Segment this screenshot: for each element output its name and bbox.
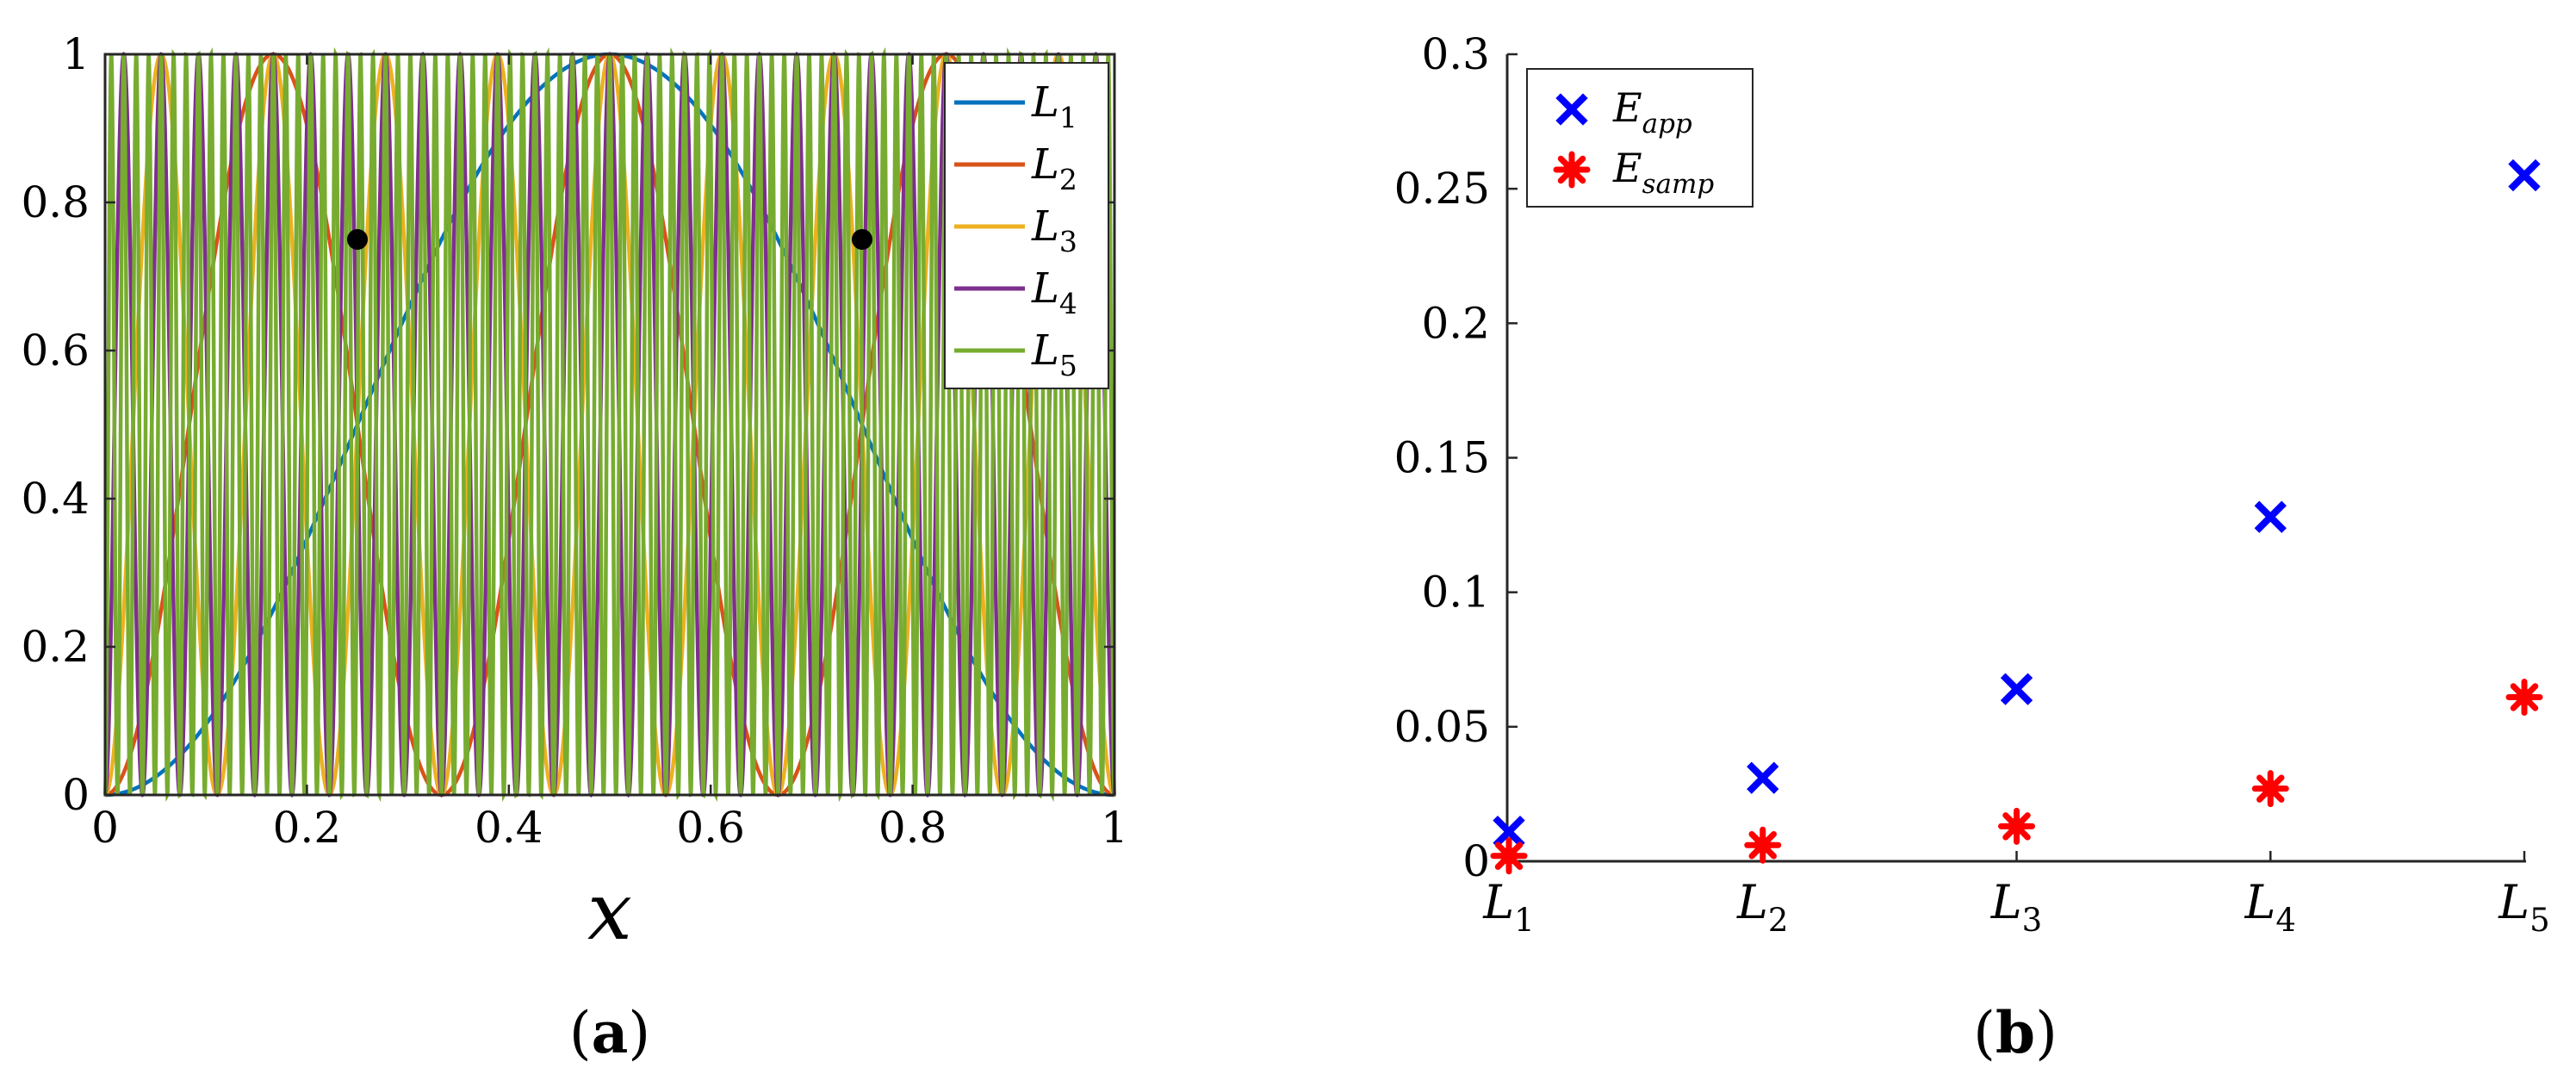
y-tick-label: 0 bbox=[62, 770, 90, 820]
point-Eapp-4 bbox=[2254, 500, 2287, 533]
y-tick-label: 1 bbox=[62, 29, 90, 79]
legend-label-L1: L1 bbox=[1031, 78, 1077, 134]
y-tick-label: 0.15 bbox=[1394, 433, 1490, 483]
panel-a-x-axis-label: x bbox=[587, 866, 632, 958]
legend-marker-Esamp bbox=[1553, 151, 1591, 189]
x-tick-label-L4: L4 bbox=[2244, 875, 2296, 939]
y-tick-label: 0.4 bbox=[21, 474, 90, 524]
point-Eapp-2 bbox=[1747, 761, 1779, 794]
point-Eapp-1 bbox=[1493, 815, 1525, 848]
panel-a-label-close: ) bbox=[628, 1000, 650, 1066]
panel-b-legend-box bbox=[1526, 68, 1754, 208]
x-tick-label: 0.8 bbox=[878, 803, 947, 853]
x-tick-label: 0.2 bbox=[273, 803, 342, 853]
panel-a-label: (a) bbox=[569, 999, 650, 1066]
x-tick-label-L5: L5 bbox=[2498, 875, 2549, 939]
panel-b-label: (b) bbox=[1973, 999, 2058, 1066]
legend-label-Eapp: Eapp bbox=[1612, 84, 1692, 140]
x-tick-label: 0.6 bbox=[676, 803, 745, 853]
y-tick-label: 0.2 bbox=[1421, 298, 1490, 348]
y-tick-label: 0.8 bbox=[21, 177, 90, 227]
y-tick-label: 0.25 bbox=[1394, 164, 1490, 214]
panel-a-label-letter: a bbox=[592, 999, 629, 1066]
x-tick-label-L1: L1 bbox=[1482, 875, 1534, 939]
point-Esamp-1 bbox=[1490, 837, 1528, 875]
point-Eapp-5 bbox=[2508, 158, 2541, 192]
point-Esamp-3 bbox=[1998, 807, 2035, 845]
y-tick-label: 0.6 bbox=[21, 326, 90, 376]
panel-a-axes-box bbox=[103, 53, 1116, 797]
panel-b-ticks: 0 0.05 0.1 0.15 0.2 0.25 0.3 L1 L2 L3 L4 L5 bbox=[1394, 29, 2550, 939]
panel-a-legend: L1 L2 L3 L4 L5 bbox=[944, 62, 1109, 389]
y-tick-label: 0.2 bbox=[21, 622, 90, 672]
legend-label-L3: L3 bbox=[1031, 202, 1077, 258]
y-tick-label: 0.05 bbox=[1394, 702, 1490, 752]
x-tick-label-L2: L2 bbox=[1736, 875, 1788, 939]
panel-b: 0 0.05 0.1 0.15 0.2 0.25 0.3 L1 L2 L3 L4 L5 EappEsa… bbox=[1394, 29, 2550, 1066]
point-Esamp-5 bbox=[2505, 678, 2543, 716]
panel-a-ticks: 0 0.2 0.4 0.6 0.8 1 0 0.2 0.4 0.6 0.8 1 bbox=[21, 29, 1127, 853]
legend-label-Esamp: Esamp bbox=[1612, 145, 1714, 200]
panel-a-label-open: ( bbox=[569, 1000, 592, 1066]
point-Eapp-3 bbox=[2000, 673, 2033, 705]
y-tick-label: 0.1 bbox=[1421, 568, 1490, 618]
legend-label-L2: L2 bbox=[1031, 140, 1077, 196]
legend-marker-Eapp bbox=[1555, 93, 1588, 126]
x-tick-label: 0 bbox=[91, 803, 119, 853]
panel-b-points bbox=[1490, 158, 2543, 875]
x-tick-label-L3: L3 bbox=[1990, 875, 2042, 939]
y-tick-label: 0 bbox=[1462, 836, 1490, 886]
point-Esamp-4 bbox=[2251, 770, 2289, 808]
point-Esamp-2 bbox=[1744, 826, 1782, 864]
intersection-marker-2 bbox=[852, 229, 872, 250]
legend-label-L5: L5 bbox=[1031, 326, 1077, 382]
panel-b-label-close: ) bbox=[2035, 1000, 2058, 1066]
panel-a-markers bbox=[347, 229, 872, 250]
x-tick-label: 0.4 bbox=[475, 803, 543, 853]
intersection-marker-1 bbox=[347, 229, 368, 250]
panel-b-label-letter: b bbox=[1996, 999, 2035, 1066]
panel-b-label-open: ( bbox=[1973, 1000, 1996, 1066]
x-tick-label: 1 bbox=[1101, 803, 1128, 853]
legend-label-L4: L4 bbox=[1031, 264, 1077, 320]
y-tick-label: 0.3 bbox=[1421, 29, 1490, 79]
panel-a: 0 0.2 0.4 0.6 0.8 100.20.40.60.81 x L1L2L3L4L… bbox=[21, 29, 1127, 1066]
